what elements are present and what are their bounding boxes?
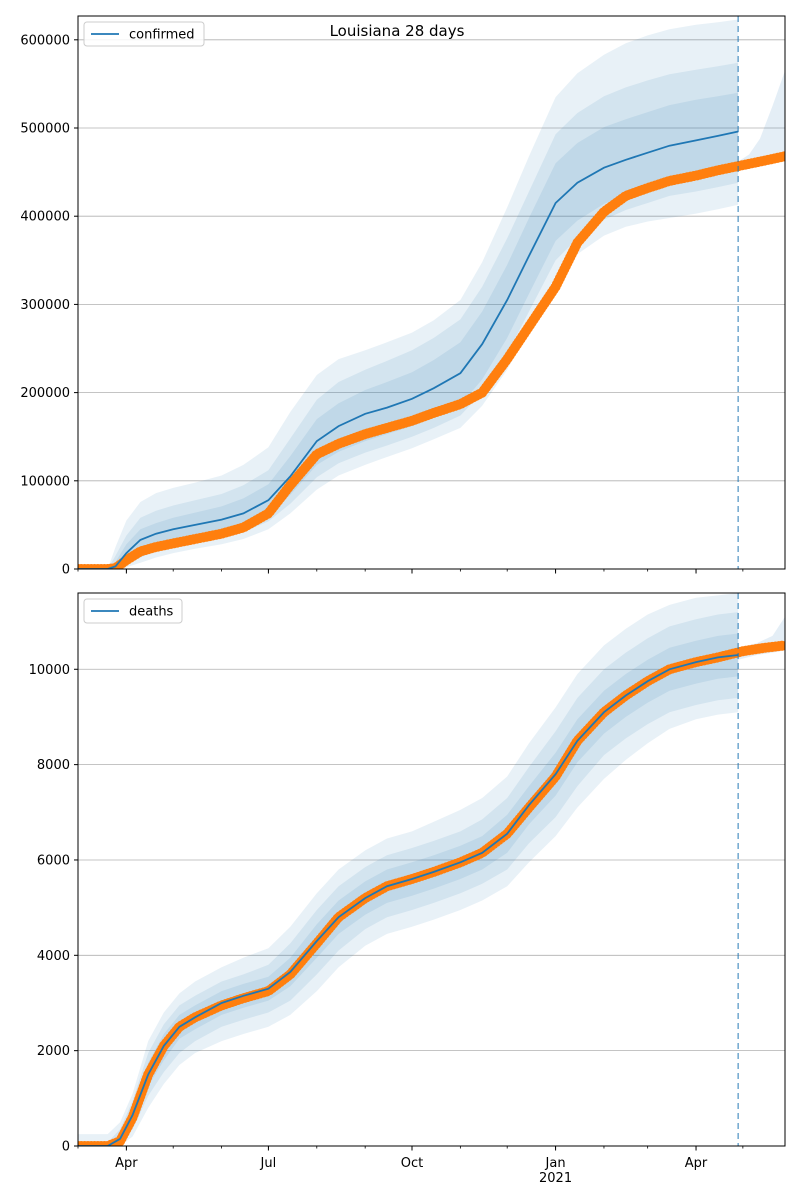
uncertainty-band [78, 62, 739, 569]
y-tick-label: 6000 [37, 853, 70, 868]
extension-band [738, 70, 785, 171]
y-tick-label: 600000 [20, 33, 70, 48]
y-tick-label: 10000 [29, 663, 70, 678]
legend: deaths [83, 598, 183, 624]
y-tick-label: 300000 [20, 298, 70, 313]
plot-frame [77, 15, 786, 570]
uncertainty-band [78, 633, 739, 1146]
x-tick-label: Oct [401, 1156, 423, 1171]
x-tick-label: Jul [260, 1156, 277, 1171]
legend-label: deaths [129, 605, 174, 620]
legend: confirmed [83, 21, 205, 47]
observed-series-core [78, 152, 785, 569]
x-tick-label: Apr [115, 1156, 138, 1171]
y-tick-label: 0 [62, 1140, 70, 1155]
legend-box [83, 598, 183, 624]
plot-frame [77, 592, 786, 1147]
uncertainty-band [78, 92, 739, 569]
y-tick-label: 4000 [37, 949, 70, 964]
legend-label: confirmed [129, 28, 195, 43]
y-tick-label: 100000 [20, 474, 70, 489]
y-tick-label: 8000 [37, 758, 70, 773]
chart-title: Louisiana 28 days [330, 22, 465, 40]
legend-box [83, 21, 205, 47]
model-line [78, 654, 739, 1146]
model-line [78, 130, 739, 569]
y-tick-label: 500000 [20, 122, 70, 137]
uncertainty-band [78, 19, 739, 569]
y-tick-label: 2000 [37, 1044, 70, 1059]
uncertainty-band [78, 593, 739, 1146]
x-tick-label: Jan [545, 1156, 566, 1171]
confirmed-panel: 0 100000 200000 300000 400000 500000 600000 con… [20, 15, 786, 578]
y-tick-label: 0 [62, 563, 70, 578]
x-tick-label: Apr [685, 1156, 708, 1171]
y-tick-label: 200000 [20, 386, 70, 401]
x-tick-sublabel: 2021 [539, 1171, 572, 1186]
y-tick-label: 400000 [20, 210, 70, 225]
